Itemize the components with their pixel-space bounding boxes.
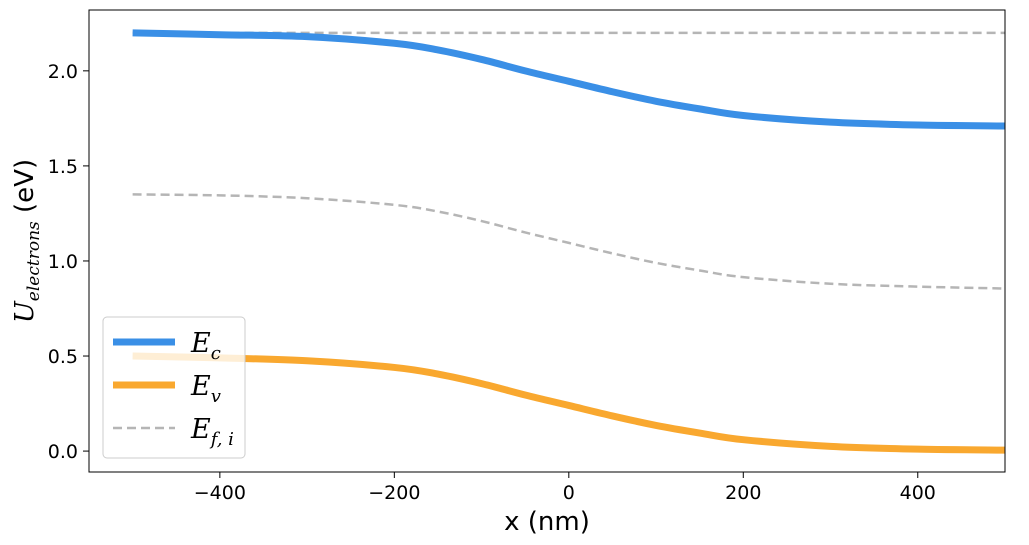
x-tick-label: 200 [725, 482, 761, 504]
legend-label: Ec [190, 328, 221, 364]
legend-label: Ev [190, 371, 221, 407]
y-tick-label: 2.0 [48, 61, 78, 83]
series-line-e-f-i [132, 193, 1006, 290]
x-tick-label: 0 [563, 482, 575, 504]
x-tick-label: −400 [194, 482, 246, 504]
x-tick-label: −200 [368, 482, 420, 504]
legend: Ec Ev Ef, i [102, 316, 246, 459]
y-axis-label: Uelectrons (eV) [10, 159, 44, 323]
y-axis-label-sub: electrons [24, 221, 44, 301]
y-tick-label: 1.5 [48, 156, 78, 178]
y-axis-label-unit: (eV) [10, 159, 40, 221]
plot-frame [88, 9, 1006, 473]
series-line-e-c [132, 29, 1006, 130]
x-axis-label: x (nm) [504, 507, 590, 537]
x-tick-label: 400 [900, 482, 936, 504]
series-line-e-v [132, 352, 1006, 454]
y-tick-label: 1.0 [48, 251, 78, 273]
x-axis: −400 −200 0 200 400 [194, 472, 936, 504]
y-tick-label: 0.0 [48, 441, 78, 463]
series-layer [132, 29, 1006, 454]
legend-label: Ef, i [190, 414, 234, 450]
y-axis-label-main: U [10, 300, 40, 323]
y-axis: 0.0 0.5 1.0 1.5 2.0 [48, 61, 89, 463]
y-tick-label: 0.5 [48, 346, 78, 368]
